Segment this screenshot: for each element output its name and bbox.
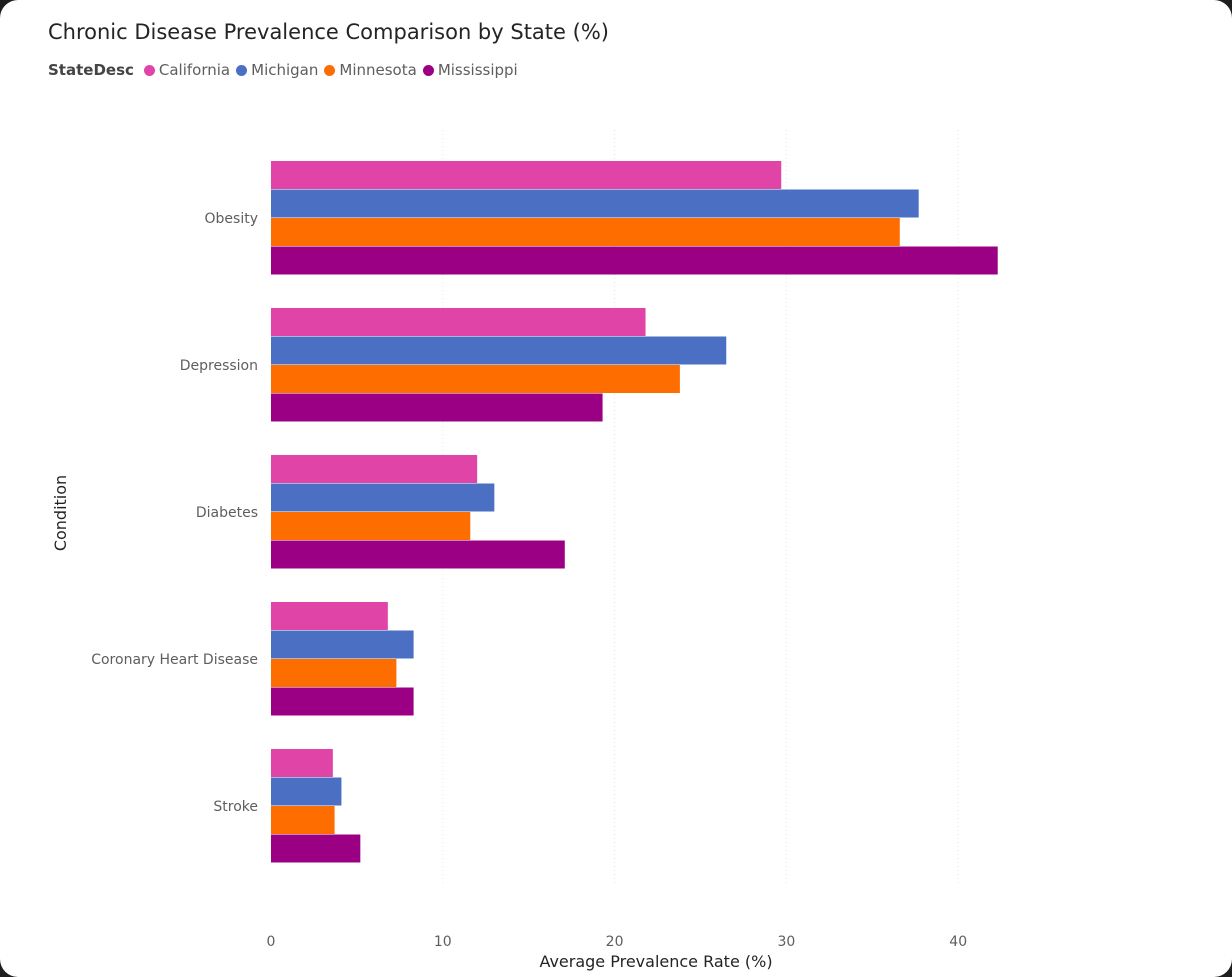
bar-depression-california[interactable] [271,308,646,336]
x-tick-label-10: 10 [434,934,452,950]
bar-coronary-heart-disease-minnesota[interactable] [271,659,397,687]
bar-coronary-heart-disease-michigan[interactable] [271,630,414,659]
category-label-depression: Depression [180,358,258,374]
bar-diabetes-mississippi[interactable] [271,540,565,569]
x-tick-label-30: 30 [777,934,795,950]
legend-label-mississippi: Mississippi [437,61,518,79]
x-tick-label-20: 20 [606,934,624,950]
y-axis-title: Condition [51,475,70,551]
bar-coronary-heart-disease-mississippi[interactable] [271,687,414,716]
bar-depression-minnesota[interactable] [271,365,680,393]
bar-obesity-california[interactable] [271,161,782,189]
legend: StateDesc California Michigan Minnesota … [48,61,524,79]
legend-dot-california [143,64,155,76]
bar-depression-mississippi[interactable] [271,393,603,422]
x-tick-label-40: 40 [949,934,967,950]
category-label-coronary-heart-disease: Coronary Heart Disease [91,652,258,668]
category-label-stroke: Stroke [213,799,258,815]
legend-dot-mississippi [422,64,434,76]
bar-stroke-minnesota[interactable] [271,806,335,834]
legend-dot-michigan [236,64,248,76]
bar-stroke-michigan[interactable] [271,777,342,806]
x-tick-label-0: 0 [267,934,276,950]
bar-diabetes-minnesota[interactable] [271,512,471,540]
chart-title: Chronic Disease Prevalence Comparison by… [48,20,609,44]
bar-stroke-california[interactable] [271,749,333,777]
category-label-diabetes: Diabetes [196,505,258,521]
bar-depression-michigan[interactable] [271,336,727,365]
legend-label-michigan: Michigan [251,61,319,79]
legend-title: StateDesc [48,61,134,79]
bar-obesity-minnesota[interactable] [271,218,900,246]
category-label-obesity: Obesity [205,211,258,227]
legend-dot-minnesota [324,64,336,76]
legend-label-minnesota: Minnesota [339,61,417,79]
legend-label-california: California [158,61,231,79]
bar-coronary-heart-disease-california[interactable] [271,602,388,630]
legend-item-minnesota[interactable]: Minnesota [324,61,417,79]
x-axis-title: Average Prevalence Rate (%) [539,952,772,971]
bar-obesity-mississippi[interactable] [271,246,998,275]
legend-item-california[interactable]: California [143,61,231,79]
legend-item-mississippi[interactable]: Mississippi [422,61,518,79]
bar-obesity-michigan[interactable] [271,189,919,218]
bar-diabetes-michigan[interactable] [271,483,495,512]
bar-diabetes-california[interactable] [271,455,478,483]
bar-stroke-mississippi[interactable] [271,834,361,863]
legend-item-michigan[interactable]: Michigan [236,61,318,79]
